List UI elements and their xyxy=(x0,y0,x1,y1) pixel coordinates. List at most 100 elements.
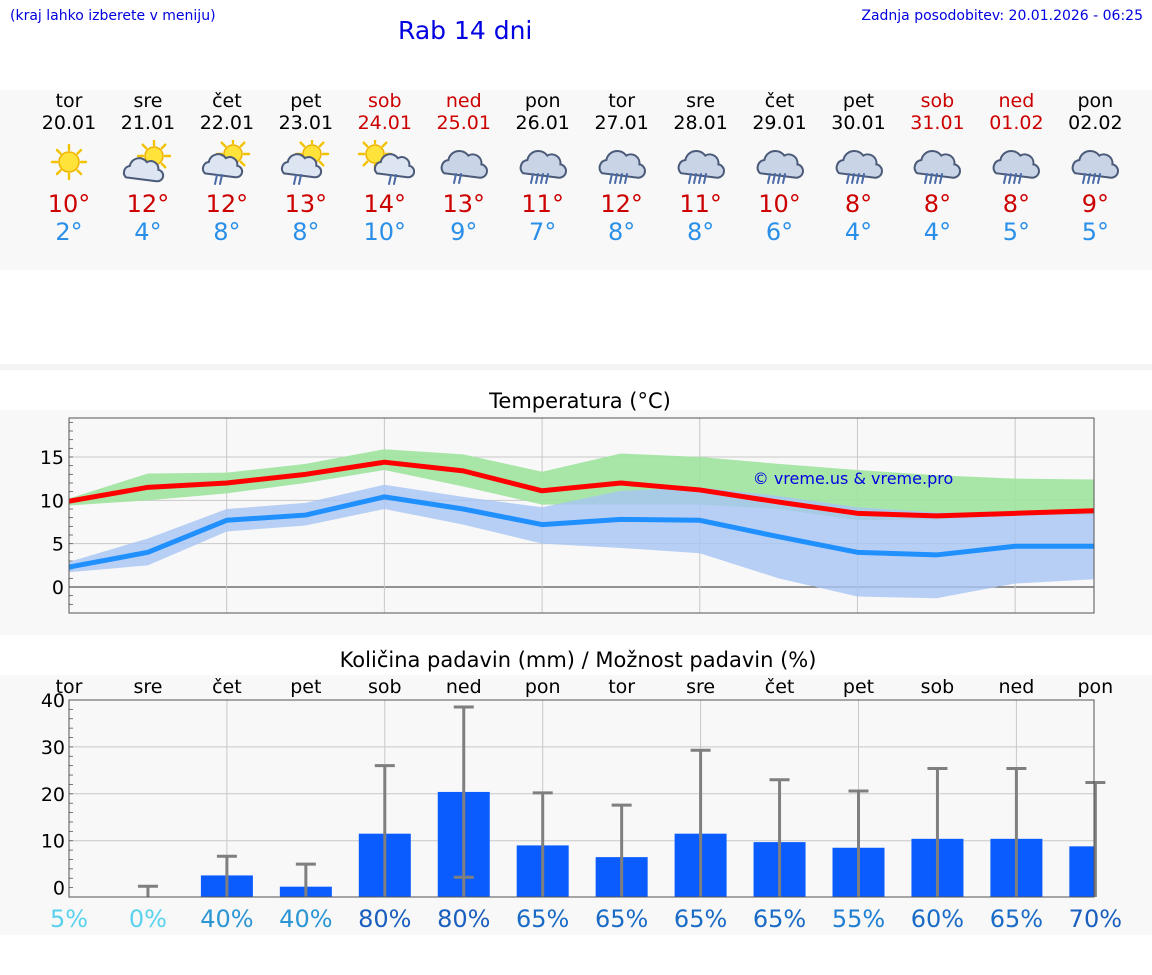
day-max-temp: 12° xyxy=(600,190,643,218)
day-min-temp: 5° xyxy=(1002,218,1031,246)
day-date: 23.01 xyxy=(278,112,334,134)
day-date: 20.01 xyxy=(41,112,97,134)
partly-cloudy-rain-icon xyxy=(280,136,330,185)
precipitation-probability-label: 40% xyxy=(200,905,253,933)
day-date: 24.01 xyxy=(357,112,412,134)
day-name: pet xyxy=(290,90,322,112)
sun-icon xyxy=(50,143,88,181)
daily-forecast-strip: tor 20.01 10° 2° sre 21.01 12° 4° čet 22.01 12° 8° p… xyxy=(0,90,1152,270)
day-column: pon 02.02 9° 5° xyxy=(1055,90,1135,246)
day-max-temp: 11° xyxy=(679,190,722,218)
cloud-icon xyxy=(756,149,804,179)
cloud-icon xyxy=(122,157,165,183)
partly-cloudy-rain-icon xyxy=(201,136,251,185)
x-category-label: sre xyxy=(686,676,715,698)
cloud-icon xyxy=(598,149,646,179)
precipitation-bar xyxy=(1069,846,1094,897)
y-tick-label: 5 xyxy=(52,534,64,556)
rain-drops xyxy=(766,173,786,184)
rain-drops xyxy=(1082,173,1102,184)
day-name: tor xyxy=(608,90,636,112)
precipitation-probability-label: 80% xyxy=(437,905,490,933)
day-name: sob xyxy=(368,90,402,112)
day-max-temp: 13° xyxy=(284,190,328,218)
cloud-icon xyxy=(519,149,567,179)
precipitation-probability-label: 65% xyxy=(516,905,569,933)
x-category-label: čet xyxy=(212,676,242,698)
day-max-temp: 8° xyxy=(923,190,952,218)
precipitation-probability-label: 70% xyxy=(1069,905,1122,933)
cloud-icon xyxy=(914,149,962,179)
day-min-temp: 8° xyxy=(608,218,636,246)
x-category-label: sob xyxy=(368,676,402,698)
day-max-temp: 12° xyxy=(126,190,170,218)
cloud-icon xyxy=(1071,149,1120,179)
day-column: pet 23.01 13° 8° xyxy=(266,90,346,246)
day-date: 26.01 xyxy=(515,112,570,134)
x-category-label: čet xyxy=(765,676,795,698)
cloud-icon xyxy=(677,149,725,179)
divider xyxy=(0,364,1152,370)
temperature-chart: Temperatura (°C) 0 5 10 15 © vreme.us & vreme… xyxy=(40,389,1095,614)
cloud-icon xyxy=(201,153,243,179)
day-date: 31.01 xyxy=(910,112,965,134)
x-category-label: tor xyxy=(56,676,83,698)
day-min-temp: 5° xyxy=(1081,218,1109,246)
rain-drops xyxy=(845,173,865,184)
cloud-icon xyxy=(280,153,322,179)
day-column: sre 21.01 12° 4° xyxy=(108,90,188,246)
rain-drops xyxy=(213,174,223,185)
day-column: ned 25.01 13° 9° xyxy=(424,90,504,246)
day-min-temp: 8° xyxy=(292,218,320,246)
sun-rain-cloud-icon xyxy=(357,136,415,185)
x-category-label: tor xyxy=(608,676,635,698)
heavy-rain-cloud-icon xyxy=(598,149,646,184)
day-max-temp: 12° xyxy=(205,190,249,218)
day-name: sob xyxy=(920,90,955,112)
y-tick-label: 10 xyxy=(41,831,65,853)
heavy-rain-cloud-icon xyxy=(677,149,725,184)
day-max-temp: 9° xyxy=(1081,190,1109,218)
cloud-icon xyxy=(373,153,415,179)
day-min-temp: 6° xyxy=(765,218,794,246)
day-date: 25.01 xyxy=(436,112,491,134)
day-column: tor 20.01 10° 2° xyxy=(29,90,109,246)
day-max-temp: 14° xyxy=(363,190,407,218)
max-temp-line xyxy=(68,459,1095,519)
day-column: pon 26.01 11° 7° xyxy=(503,90,583,246)
rain-drops xyxy=(529,173,549,184)
day-date: 30.01 xyxy=(831,112,886,134)
min-temp-range-band xyxy=(69,484,1094,599)
heavy-rain-cloud-icon xyxy=(1071,149,1120,184)
precipitation-probability-label: 65% xyxy=(674,905,727,933)
page-title: Rab 14 dni xyxy=(398,16,533,45)
rain-drops xyxy=(1003,173,1023,184)
precipitation-probability-label: 80% xyxy=(358,905,411,933)
day-max-temp: 8° xyxy=(1002,190,1031,218)
day-name: sre xyxy=(686,90,716,112)
day-date: 01.02 xyxy=(989,112,1044,134)
day-date: 27.01 xyxy=(594,112,649,134)
day-name: čet xyxy=(212,90,242,112)
day-min-temp: 4° xyxy=(844,218,873,246)
day-min-temp: 8° xyxy=(686,218,715,246)
day-column: ned 01.02 8° 5° xyxy=(976,90,1056,246)
day-min-temp: 8° xyxy=(213,218,241,246)
x-category-label: ned xyxy=(446,676,482,698)
cloud-icon xyxy=(835,149,883,179)
day-column: tor 27.01 12° 8° xyxy=(582,90,662,246)
x-category-label: pon xyxy=(525,676,561,698)
rain-drops xyxy=(387,174,397,185)
heavy-rain-cloud-icon xyxy=(835,149,883,184)
day-column: sre 28.01 11° 8° xyxy=(661,90,741,246)
plot-frame xyxy=(68,699,1095,898)
rain-drops xyxy=(292,174,302,185)
x-category-label: sre xyxy=(133,676,162,698)
x-category-label: pet xyxy=(290,676,321,698)
cloud-icon xyxy=(440,149,488,179)
y-tick-label: 30 xyxy=(41,737,65,759)
day-date: 02.02 xyxy=(1068,112,1123,134)
heavy-rain-cloud-icon xyxy=(914,149,962,184)
location-hint-link[interactable]: (kraj lahko izberete v meniju) xyxy=(10,8,216,24)
day-min-temp: 9° xyxy=(450,218,478,246)
